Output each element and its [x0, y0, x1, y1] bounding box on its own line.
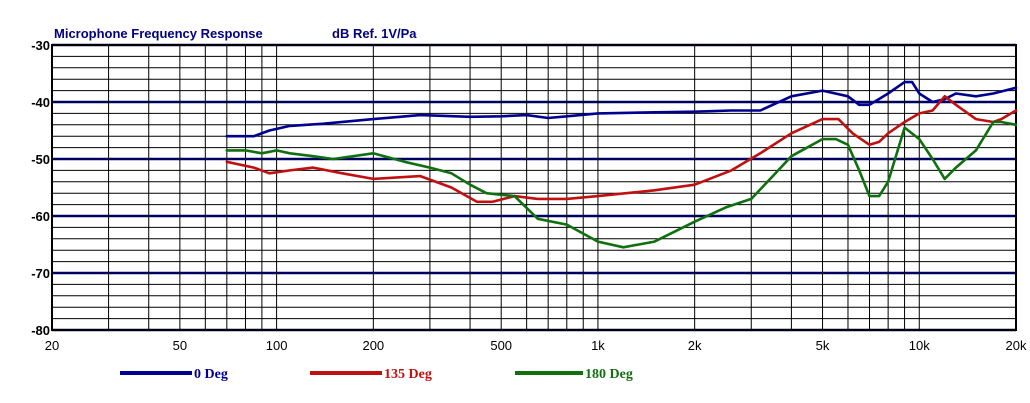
plot-frame [51, 44, 1017, 331]
y-tick-label: -80 [31, 323, 50, 338]
x-tick-label: 100 [266, 338, 288, 353]
x-tick-label: 500 [490, 338, 512, 353]
x-tick-label: 20k [1006, 338, 1027, 353]
x-tick-labels: 20 50 100 200 500 1k 2k 5k 10k 20k [45, 338, 1027, 353]
y-tick-label: -60 [31, 209, 50, 224]
x-tick-label: 1k [591, 338, 605, 353]
y-tick-label: -70 [31, 266, 50, 281]
series-line-135-deg [225, 95, 1018, 204]
y-tick-label: -30 [31, 38, 50, 53]
series-line-180-deg [225, 120, 1018, 249]
y-axis-reference-label: dB Ref. 1V/Pa [332, 26, 417, 41]
legend-label: 180 Deg [585, 367, 633, 382]
x-tick-label: 2k [688, 338, 702, 353]
data-series [225, 80, 1018, 249]
chart-title: Microphone Frequency Response [54, 26, 263, 41]
series-line-0-deg [225, 80, 1018, 138]
legend: 0 Deg 135 Deg 180 Deg [120, 367, 633, 382]
y-tick-label: -50 [31, 152, 50, 167]
x-tick-label: 20 [45, 338, 59, 353]
x-tick-label: 200 [362, 338, 384, 353]
legend-label: 135 Deg [384, 367, 432, 382]
x-tick-label: 5k [816, 338, 830, 353]
x-tick-label: 50 [173, 338, 187, 353]
y-tick-labels: -30 -40 -50 -60 -70 -80 [31, 38, 50, 338]
legend-label: 0 Deg [194, 367, 228, 382]
grid-lines [51, 43, 1017, 332]
x-tick-label: 10k [909, 338, 930, 353]
y-tick-label: -40 [31, 95, 50, 110]
